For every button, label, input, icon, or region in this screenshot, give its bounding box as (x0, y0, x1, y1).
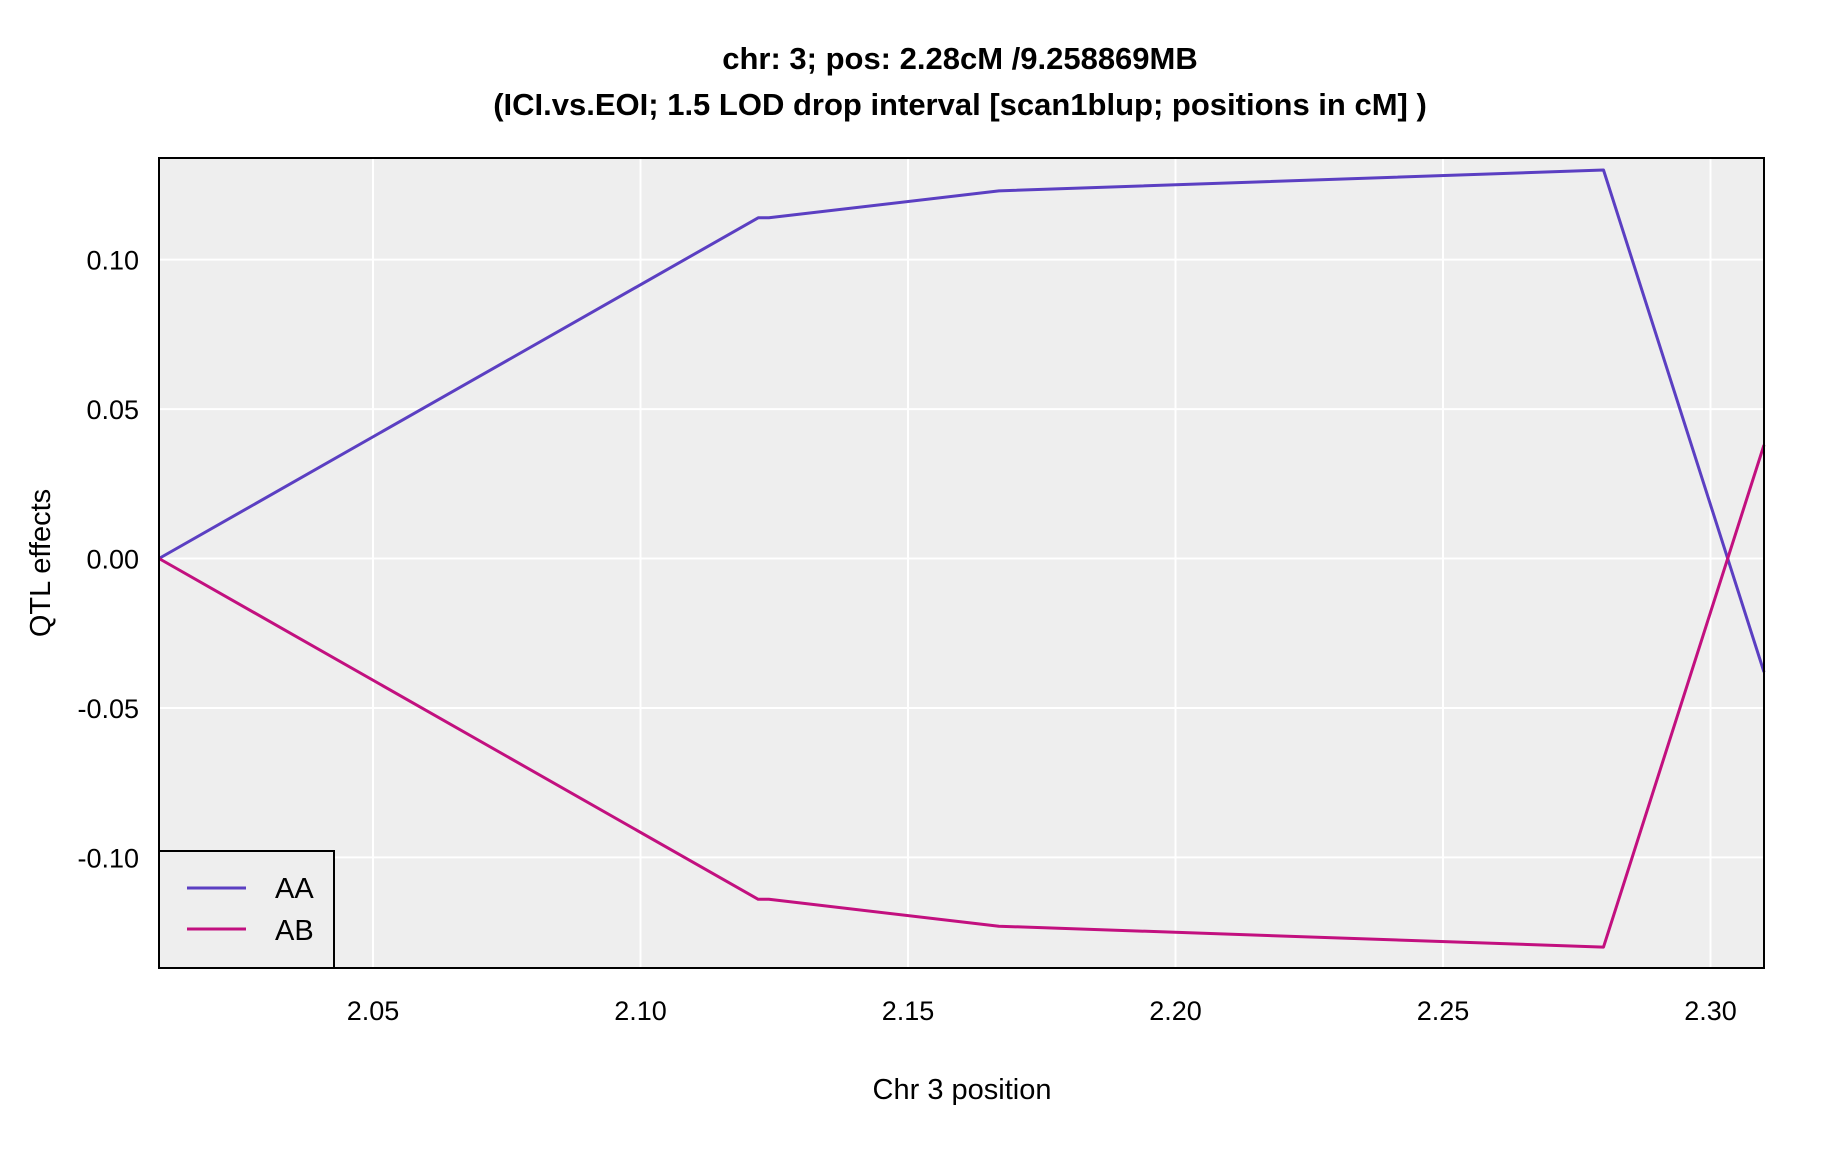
y-tick-label: -0.10 (77, 843, 139, 873)
series-lines (158, 168, 1766, 949)
chart-title-line1: chr: 3; pos: 2.28cM /9.258869MB (722, 41, 1198, 76)
legend-label-aa: AA (275, 873, 314, 905)
chart-title-line2: (ICI.vs.EOI; 1.5 LOD drop interval [scan… (493, 87, 1427, 122)
y-axis-ticks: 0.10 0.05 0.00 -0.05 -0.10 (77, 246, 139, 874)
x-tick-label: 2.05 (347, 996, 400, 1026)
x-tick-label: 2.15 (882, 996, 935, 1026)
x-axis-label: Chr 3 position (873, 1074, 1052, 1106)
legend-label-ab: AB (275, 915, 314, 947)
legend-box (158, 850, 335, 969)
y-tick-label: 0.05 (86, 395, 139, 425)
plot-border (158, 157, 1765, 969)
x-axis-ticks: 2.05 2.10 2.15 2.20 2.25 2.30 (347, 996, 1737, 1026)
y-axis-label: QTL effects (25, 489, 57, 637)
y-tick-label: -0.05 (77, 694, 139, 724)
x-tick-label: 2.20 (1149, 996, 1202, 1026)
x-tick-label: 2.30 (1684, 996, 1737, 1026)
y-tick-label: 0.00 (86, 545, 139, 575)
series-line-ab (158, 444, 1766, 949)
y-tick-label: 0.10 (86, 246, 139, 276)
series-line-aa (158, 168, 1766, 673)
x-tick-label: 2.25 (1417, 996, 1470, 1026)
legend: AA AB (158, 850, 335, 969)
grid-lines (159, 158, 1764, 968)
plot-panel (159, 158, 1764, 968)
x-tick-label: 2.10 (614, 996, 667, 1026)
